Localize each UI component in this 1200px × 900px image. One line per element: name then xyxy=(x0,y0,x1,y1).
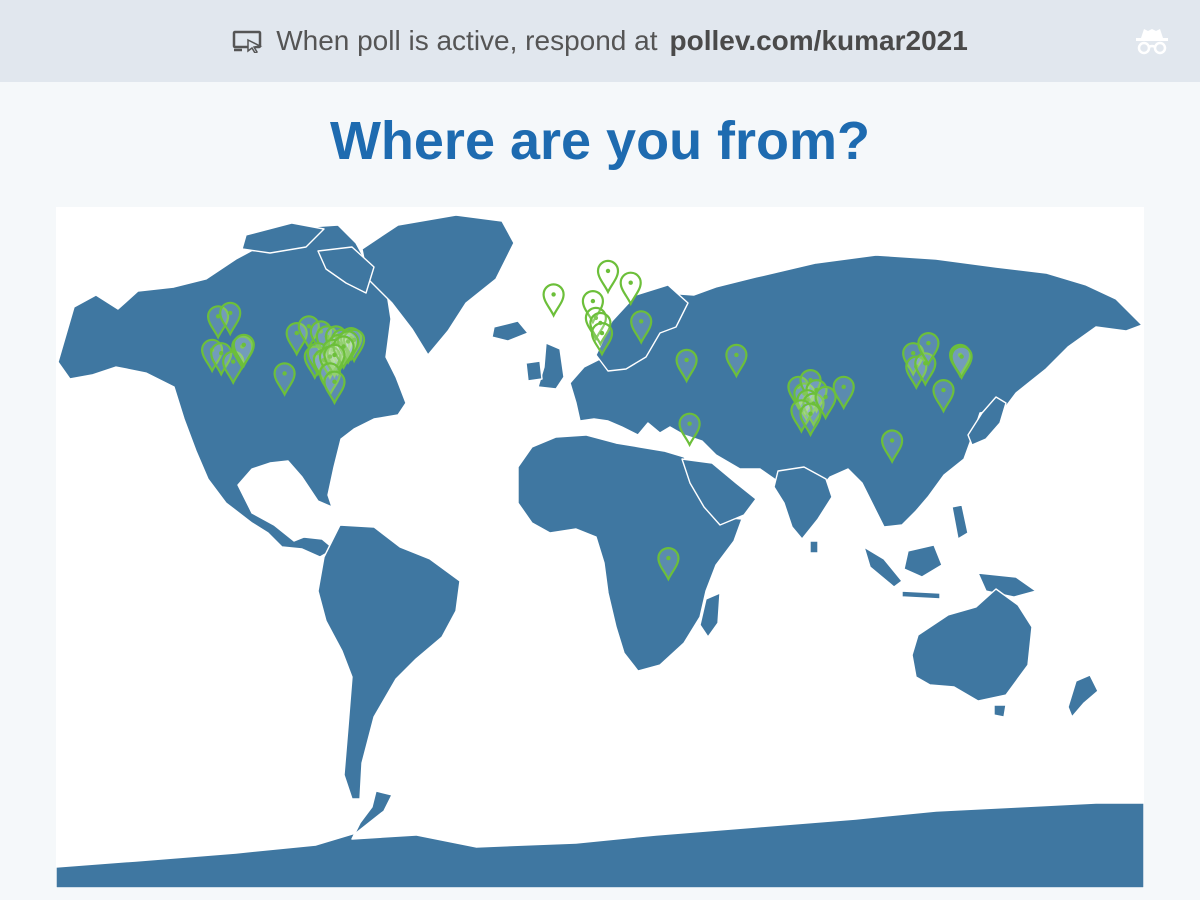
location-pin-42[interactable] xyxy=(657,547,680,582)
location-pin-2[interactable] xyxy=(219,301,242,337)
landmasses xyxy=(56,214,1144,888)
response-instructions-bar: When poll is active, respond at pollev.c… xyxy=(0,0,1200,82)
location-pin-4[interactable] xyxy=(210,342,233,377)
india xyxy=(773,466,833,540)
location-pin-33[interactable] xyxy=(619,271,642,307)
response-pins xyxy=(201,259,973,582)
location-pin-52[interactable] xyxy=(832,375,855,411)
australia xyxy=(911,588,1033,702)
location-pin-39[interactable] xyxy=(675,348,698,384)
tasmania xyxy=(993,704,1007,718)
location-pin-9[interactable] xyxy=(285,322,308,357)
screen-cursor-icon xyxy=(232,30,263,53)
location-pin-41[interactable] xyxy=(678,412,701,448)
new-guinea xyxy=(977,572,1037,598)
africa xyxy=(517,434,743,672)
location-pin-38[interactable] xyxy=(630,310,653,345)
location-pin-26[interactable] xyxy=(337,330,360,365)
borneo xyxy=(903,544,943,578)
arabia xyxy=(681,458,757,526)
ireland xyxy=(525,360,543,382)
arctic-islands xyxy=(241,222,325,254)
location-pin-31[interactable] xyxy=(542,283,565,318)
sumatra xyxy=(863,546,903,588)
location-pin-60[interactable] xyxy=(932,379,955,414)
new-zealand xyxy=(1067,674,1099,718)
madagascar xyxy=(699,592,721,638)
great-britain xyxy=(537,342,565,390)
location-pin-8[interactable] xyxy=(273,362,296,397)
greenland xyxy=(361,214,515,356)
location-pin-59[interactable] xyxy=(950,345,973,381)
location-pin-57[interactable] xyxy=(917,332,940,367)
location-pin-51[interactable] xyxy=(814,385,837,421)
incognito-icon[interactable] xyxy=(1134,26,1170,56)
location-pin-30[interactable] xyxy=(323,370,346,406)
antarctica xyxy=(56,790,1144,888)
japan xyxy=(967,396,1007,446)
location-pin-40[interactable] xyxy=(725,343,748,379)
world-map xyxy=(56,214,1144,888)
baffin-island xyxy=(317,246,375,294)
location-pin-53[interactable] xyxy=(880,429,904,464)
location-pin-50[interactable] xyxy=(799,402,822,438)
location-pin-35[interactable] xyxy=(584,306,608,342)
location-pin-7[interactable] xyxy=(232,333,255,369)
poll-url[interactable]: pollev.com/kumar2021 xyxy=(669,25,968,56)
response-map[interactable] xyxy=(56,207,1144,888)
south-america xyxy=(317,524,461,800)
philippines xyxy=(951,504,969,540)
location-pin-37[interactable] xyxy=(590,322,614,357)
scandinavia xyxy=(595,284,689,372)
location-pin-54[interactable] xyxy=(902,342,925,377)
poll-title: Where are you from? xyxy=(329,111,871,171)
java xyxy=(901,590,941,600)
respond-instructions: When poll is active, respond at pollev.c… xyxy=(232,25,968,57)
iceland xyxy=(491,320,529,342)
respond-prefix-text: When poll is active, respond at xyxy=(276,25,658,56)
sri-lanka xyxy=(809,540,819,554)
location-pin-32[interactable] xyxy=(596,259,620,295)
